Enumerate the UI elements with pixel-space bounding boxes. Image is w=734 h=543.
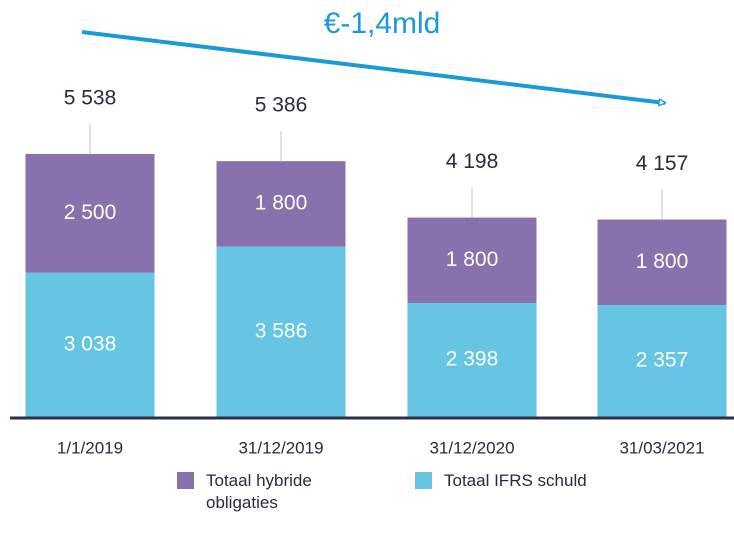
x-tick-label: 1/1/2019 [57,438,123,457]
segment-label: 1 800 [636,250,689,273]
bar-segment [25,153,155,273]
bar-segment [216,161,346,247]
legend-swatch [415,472,432,489]
segment-label: 3 586 [255,319,308,342]
legend-label: Totaal IFRS schuld [444,471,587,490]
bar-segment [597,219,727,306]
segment-label: 2 500 [64,201,117,224]
legend-item: Totaal hybride obligaties [177,470,356,514]
total-label: 4 157 [636,152,689,175]
bar-segment [25,272,155,417]
x-tick-label: 31/03/2021 [619,438,704,457]
legend-label: Totaal hybride obligaties [206,471,312,512]
bar-segment [407,303,537,417]
segment-label: 3 038 [64,332,117,355]
segment-label: 1 800 [446,248,499,271]
bar-segment [216,246,346,417]
legend-item: Totaal IFRS schuld [415,470,594,492]
annotation: €-1,4mld [324,7,441,40]
total-label: 5 538 [64,86,117,109]
segment-label: 1 800 [255,191,308,214]
bar-segment [407,217,537,304]
total-label: 4 198 [446,150,499,173]
bar-segment [597,305,727,417]
segment-label: 2 398 [446,348,499,371]
x-tick-label: 31/12/2019 [238,438,323,457]
segment-label: 2 357 [636,349,689,372]
x-tick-label: 31/12/2020 [429,438,514,457]
total-label: 5 386 [255,94,308,117]
trend-arrow [81,30,665,103]
legend-swatch [177,472,194,489]
